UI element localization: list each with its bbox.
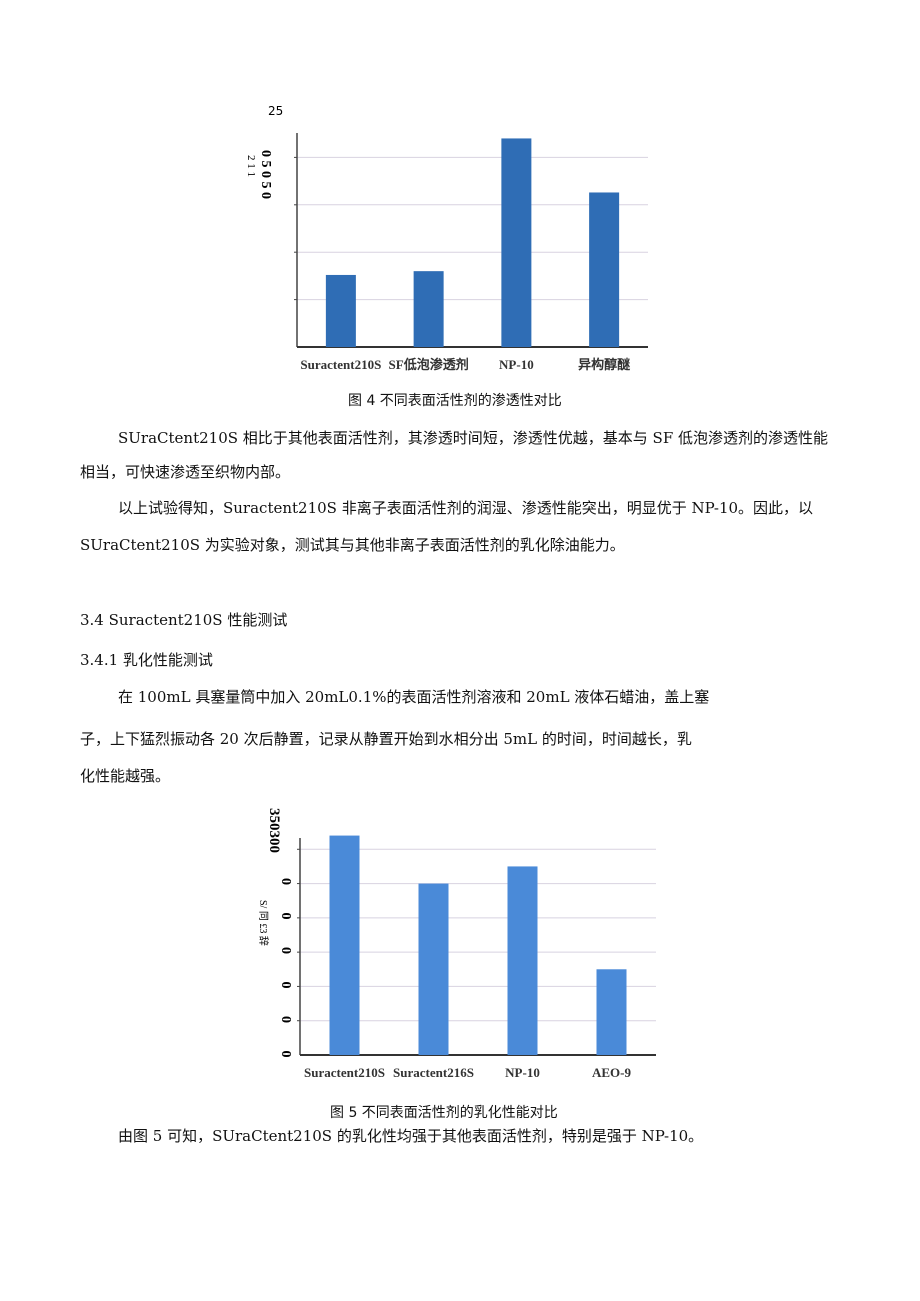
y-axis-label: S/ 同 £3 辞	[257, 900, 270, 946]
bar	[507, 866, 538, 1055]
bar	[325, 274, 356, 347]
bar	[589, 192, 620, 347]
bar	[418, 883, 449, 1055]
y-tick-labels: 0 0 0 0 0 0	[278, 878, 293, 1070]
paragraph: 在 100mL 具塞量筒中加入 20mL0.1%的表面活性剂溶液和 20mL 液…	[118, 688, 710, 706]
x-tick-label: AEO-9	[592, 1065, 632, 1080]
figure5-caption: 图 5 不同表面活性剂的乳化性能对比	[330, 1105, 558, 1121]
x-tick-label: NP-10	[499, 357, 534, 372]
paragraph: 子，上下猛烈振动各 20 次后静置，记录从静置开始到水相分出 5mL 的时间，时…	[80, 730, 692, 748]
paragraph: 由图 5 可知，SUraCtent210S 的乳化性均强于其他表面活性剂，特别是…	[118, 1127, 704, 1145]
x-tick-label: 异构醇醚	[578, 357, 631, 372]
x-tick-label: Suractent210S	[300, 357, 381, 372]
section-heading: 3.4 Suractent210S 性能测试	[80, 611, 288, 629]
y-tick-labels: 0 5 0 5 0	[258, 150, 273, 199]
y-label-fragment: 2 1 1	[245, 155, 257, 177]
figure4-caption: 图 4 不同表面活性剂的渗透性对比	[348, 393, 562, 409]
figure5-chart: Suractent210S Suractent216S NP-10 AEO-9 3503…	[257, 808, 656, 1080]
y-axis-top-label: 350300	[266, 808, 282, 853]
paragraph: SUraCtent210S 相比于其他表面活性剂，其渗透时间短，渗透性优越，基本…	[118, 429, 828, 447]
x-tick-label: NP-10	[505, 1065, 540, 1080]
y-axis-top-label: 25	[268, 104, 283, 118]
paragraph: 化性能越强。	[80, 767, 171, 785]
x-tick-label: Suractent216S	[393, 1065, 474, 1080]
bar	[329, 835, 360, 1055]
figure4-chart: Suractent210S SF低泡渗透剂 NP-10 异构醇醚 25 0 5 0 5 0…	[245, 104, 648, 372]
bar	[501, 138, 532, 347]
x-tick-label: Suractent210S	[304, 1065, 385, 1080]
subsection-heading: 3.4.1 乳化性能测试	[80, 651, 213, 669]
x-tick-label: SF低泡渗透剂	[389, 357, 469, 372]
paragraph: SUraCtent210S 为实验对象，测试其与其他非离子表面活性剂的乳化除油能…	[80, 536, 625, 554]
paragraph: 以上试验得知，Suractent210S 非离子表面活性剂的润湿、渗透性能突出，…	[118, 499, 814, 517]
paragraph: 相当，可快速渗透至织物内部。	[80, 463, 291, 481]
bar	[596, 969, 627, 1055]
bar	[413, 271, 444, 347]
